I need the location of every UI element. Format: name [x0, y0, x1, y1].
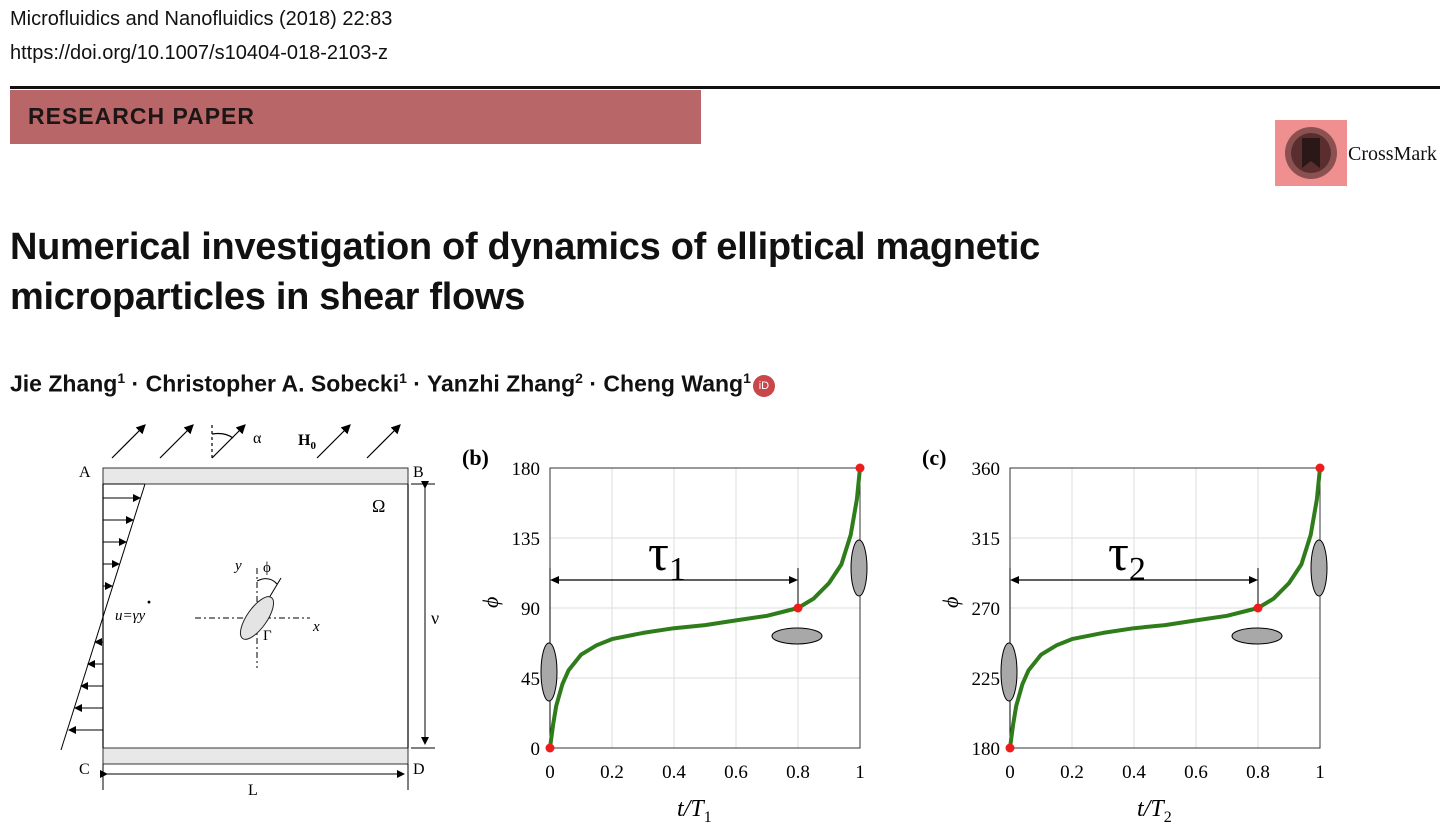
- x-tick-label: 0.2: [600, 762, 624, 783]
- data-point-marker: [545, 743, 555, 753]
- paper-title: Numerical investigation of dynamics of e…: [10, 226, 1040, 318]
- field-angle-label: α: [253, 430, 262, 447]
- author-affiliation: 1: [117, 370, 126, 386]
- header-rule: [10, 86, 1440, 89]
- y-tick-label: 180: [512, 459, 541, 480]
- bottom-wall: [102, 747, 409, 765]
- author-affiliation: 1: [743, 370, 751, 386]
- y-tick-label: 90: [521, 599, 540, 620]
- x-axis-label: t/T1: [677, 796, 712, 826]
- y-axis-label: ϕ: [938, 597, 963, 608]
- particle-glyph-end: [850, 539, 868, 597]
- gamma-label: Γ: [263, 628, 272, 644]
- author-separator: ·: [413, 370, 421, 397]
- journal-citation: Microfluidics and Nanofluidics (2018) 22…: [10, 8, 393, 30]
- tau-arrow-left: [1010, 576, 1019, 584]
- tau-label: τ2: [1108, 525, 1146, 588]
- x-tick-label: 1: [855, 762, 865, 783]
- particle-glyph-end: [1310, 539, 1328, 597]
- crossmark-label[interactable]: CrossMark: [1348, 143, 1437, 165]
- data-series-line: [548, 467, 862, 749]
- orcid-icon[interactable]: iD: [752, 374, 775, 397]
- crossmark-icon[interactable]: [1275, 120, 1347, 186]
- panel-label: (c): [922, 445, 946, 470]
- author-name[interactable]: Christopher A. Sobecki: [145, 370, 400, 397]
- y-axis-label: ϕ: [478, 597, 503, 608]
- x-tick-label: 0.6: [724, 762, 748, 783]
- figure-panel-c-chart: 0 0.2 0.4 0.6 0.8 1 180 225 270 315 360 (c) ϕ t/T2 τ2: [922, 445, 1328, 826]
- author-name[interactable]: Cheng Wang: [603, 370, 744, 397]
- x-tick-label: 0.4: [1122, 762, 1146, 783]
- x-tick-label: 0.6: [1184, 762, 1208, 783]
- y-axis-label: y: [233, 558, 242, 574]
- x-tick-label: 1: [1315, 762, 1325, 783]
- width-label: L: [248, 782, 258, 799]
- x-tick-label: 0.4: [662, 762, 686, 783]
- x-axis-label: t/T2: [1137, 796, 1172, 826]
- particle-glyph-start: [1000, 642, 1018, 702]
- y-tick-label: 315: [972, 529, 1001, 550]
- author-separator: ·: [131, 370, 140, 397]
- y-tick-label: 225: [972, 669, 1001, 690]
- article-type-label: RESEARCH PAPER: [28, 103, 255, 129]
- y-tick-label: 180: [972, 739, 1001, 760]
- velocity-dot-accent: ·: [146, 592, 152, 612]
- x-tick-label: 0.8: [786, 762, 810, 783]
- particle-glyph-mid: [771, 627, 823, 645]
- velocity-profile: [60, 483, 146, 751]
- y-tick-label: 45: [521, 669, 540, 690]
- corner-a: A: [79, 464, 91, 481]
- figure-panel-b-chart: 0 0.2 0.4 0.6 0.8 1 0 45 90 135 180 (b) ϕ t/T1 τ1: [462, 445, 868, 826]
- data-point-marker: [793, 603, 803, 613]
- y-tick-label: 360: [972, 459, 1001, 480]
- velocity-label: u=γy: [115, 608, 146, 624]
- data-point-marker: [855, 463, 865, 473]
- data-point-marker: [1315, 463, 1325, 473]
- panel-label: (b): [462, 445, 489, 470]
- height-label: ν: [431, 608, 439, 628]
- top-wall: [102, 467, 409, 485]
- article-type-banner: RESEARCH PAPER: [10, 90, 701, 144]
- doi-link[interactable]: https://doi.org/10.1007/s10404-018-2103-…: [10, 42, 389, 64]
- figure-panel-a-schematic: α H0 A B C D Ω u=γy · x y ϕ Γ: [60, 424, 439, 799]
- x-axis-label: x: [312, 619, 320, 635]
- elliptical-particle: [239, 596, 275, 640]
- particle-glyph-mid: [1231, 627, 1283, 645]
- tau-arrow-left: [550, 576, 559, 584]
- y-tick-label: 135: [512, 529, 541, 550]
- data-series-line: [1008, 467, 1322, 749]
- y-tick-label: 0: [531, 739, 541, 760]
- field-arrows: [111, 424, 401, 459]
- tau-label: τ1: [648, 525, 686, 588]
- particle-glyph-start: [540, 642, 558, 702]
- x-tick-label: 0: [1005, 762, 1015, 783]
- data-point-marker: [1253, 603, 1263, 613]
- author-affiliation: 2: [575, 370, 583, 386]
- author-name[interactable]: Yanzhi Zhang: [426, 370, 576, 397]
- author-affiliation: 1: [399, 370, 407, 386]
- x-tick-label: 0: [545, 762, 555, 783]
- corner-d: D: [413, 761, 425, 778]
- field-label: H0: [298, 432, 316, 452]
- author-list: Jie Zhang1 · Christopher A. Sobecki1 · Y…: [10, 370, 775, 398]
- x-tick-label: 0.2: [1060, 762, 1084, 783]
- y-tick-label: 270: [972, 599, 1001, 620]
- corner-c: C: [79, 761, 90, 778]
- author-separator: ·: [589, 370, 598, 397]
- corner-b: B: [413, 464, 424, 481]
- x-tick-label: 0.8: [1246, 762, 1270, 783]
- author-name[interactable]: Jie Zhang: [10, 370, 118, 397]
- phi-label: ϕ: [263, 560, 271, 576]
- tau-arrow-right: [789, 576, 798, 584]
- domain-label: Ω: [372, 496, 385, 516]
- tau-arrow-right: [1249, 576, 1258, 584]
- data-point-marker: [1005, 743, 1015, 753]
